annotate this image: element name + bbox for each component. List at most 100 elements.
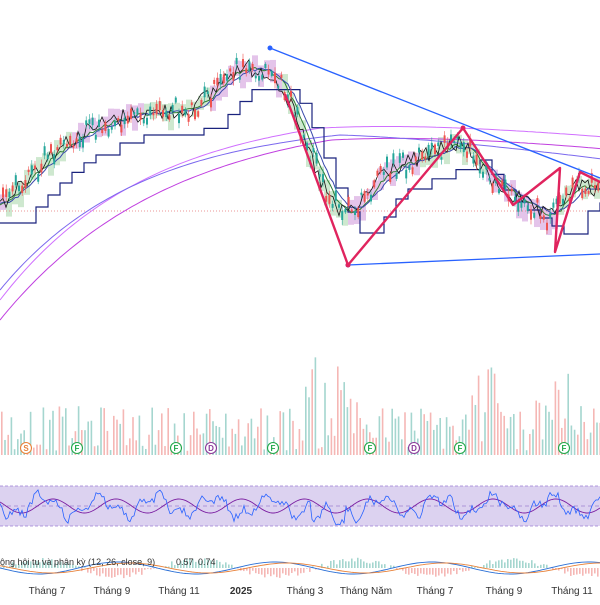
event-marker-label: F bbox=[174, 444, 179, 453]
volume-bar bbox=[305, 387, 307, 455]
volume-bar bbox=[315, 357, 317, 455]
macd-histogram-bar bbox=[483, 565, 485, 568]
candle-body bbox=[165, 111, 167, 117]
volume-bar bbox=[241, 445, 243, 455]
macd-histogram-bar bbox=[291, 568, 293, 573]
volume-bar bbox=[68, 445, 70, 455]
macd-histogram-bar bbox=[102, 568, 104, 573]
candle-body bbox=[565, 188, 567, 196]
volume-bar bbox=[228, 446, 230, 455]
candle-body bbox=[354, 211, 356, 215]
volume-bar bbox=[119, 424, 121, 455]
candle-body bbox=[242, 59, 244, 67]
volume-bar bbox=[580, 406, 582, 455]
event-marker-label: F bbox=[562, 444, 567, 453]
volume-bar bbox=[17, 439, 19, 455]
macd-histogram-bar bbox=[432, 568, 434, 575]
volume-bar bbox=[289, 409, 291, 455]
candle-body bbox=[437, 143, 439, 147]
candle-body bbox=[492, 183, 494, 193]
volume-bar bbox=[302, 440, 304, 455]
candle-body bbox=[408, 165, 410, 170]
candle-body bbox=[373, 180, 375, 187]
candle-body bbox=[341, 211, 343, 220]
volume-bar bbox=[555, 381, 557, 455]
candle-body bbox=[31, 165, 33, 174]
volume-bar bbox=[545, 406, 547, 455]
macd-histogram-bar bbox=[411, 568, 413, 573]
volume-bar bbox=[244, 437, 246, 455]
candle-body bbox=[8, 192, 10, 198]
candle-body bbox=[488, 178, 490, 180]
candle-body bbox=[216, 78, 218, 86]
volume-bar bbox=[548, 412, 550, 455]
macd-histogram-bar bbox=[285, 568, 287, 575]
candle-body bbox=[85, 120, 87, 124]
volume-bar bbox=[100, 407, 102, 455]
macd-histogram-bar bbox=[342, 559, 344, 568]
candle-body bbox=[127, 116, 129, 124]
macd-histogram-bar bbox=[255, 568, 257, 573]
candle-body bbox=[460, 143, 462, 149]
volume-bar bbox=[91, 421, 93, 455]
event-marker-label: F bbox=[458, 444, 463, 453]
macd-histogram-bar bbox=[501, 560, 503, 568]
candle-body bbox=[543, 215, 545, 219]
volume-bar bbox=[155, 445, 157, 455]
macd-histogram-bar bbox=[492, 564, 494, 568]
macd-histogram-bar bbox=[333, 560, 335, 568]
volume-bar bbox=[129, 438, 131, 455]
candle-body bbox=[383, 172, 385, 175]
volume-bar bbox=[551, 420, 553, 455]
macd-histogram-bar bbox=[132, 568, 134, 572]
macd-histogram-bar bbox=[444, 568, 446, 576]
candle-body bbox=[15, 175, 17, 185]
volume-bar bbox=[491, 368, 493, 455]
volume-bar bbox=[190, 435, 192, 455]
candle-body bbox=[223, 74, 225, 83]
candle-body bbox=[149, 107, 151, 116]
candle-body bbox=[184, 109, 186, 115]
macd-histogram-bar bbox=[435, 568, 437, 577]
candle-body bbox=[124, 118, 126, 124]
candle-body bbox=[136, 108, 138, 114]
candle-body bbox=[303, 135, 305, 138]
volume-bar bbox=[510, 417, 512, 455]
event-marker: S bbox=[21, 443, 32, 454]
candle-body bbox=[162, 110, 164, 117]
event-marker: F bbox=[559, 443, 570, 454]
event-marker-label: F bbox=[368, 444, 373, 453]
candle-body bbox=[104, 122, 106, 131]
volume-bar bbox=[478, 376, 480, 455]
candle-body bbox=[431, 143, 433, 149]
candle-body bbox=[268, 70, 270, 75]
volume-bar bbox=[388, 442, 390, 455]
volume-bar bbox=[443, 449, 445, 455]
event-marker: F bbox=[268, 443, 279, 454]
macd-histogram-bar bbox=[147, 568, 149, 569]
volume-bar bbox=[452, 426, 454, 455]
event-marker-label: F bbox=[271, 444, 276, 453]
candle-body bbox=[412, 167, 414, 174]
candle-body bbox=[12, 185, 14, 191]
macd-histogram-bar bbox=[276, 568, 278, 577]
candle-body bbox=[290, 91, 292, 97]
volume-bar bbox=[142, 446, 144, 455]
candle-body bbox=[357, 208, 359, 217]
volume-bar bbox=[97, 445, 99, 455]
volume-bar bbox=[225, 414, 227, 455]
macd-histogram-bar bbox=[369, 563, 371, 568]
macd-histogram-bar bbox=[153, 568, 155, 569]
candle-body bbox=[482, 172, 484, 178]
candle-body bbox=[101, 129, 103, 133]
candle-body bbox=[428, 145, 430, 156]
candle-body bbox=[146, 118, 148, 125]
macd-histogram-bar bbox=[546, 565, 548, 568]
macd-histogram-bar bbox=[468, 568, 470, 571]
volume-bar bbox=[337, 366, 339, 455]
macd-histogram-bar bbox=[309, 568, 311, 572]
volume-bar bbox=[203, 433, 205, 455]
candle-body bbox=[92, 118, 94, 126]
macd-histogram-bar bbox=[504, 562, 506, 568]
volume-bar bbox=[222, 438, 224, 455]
